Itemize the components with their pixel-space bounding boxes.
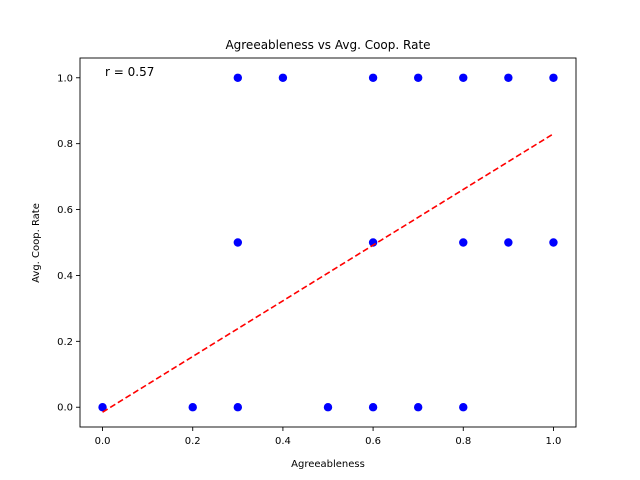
x-tick-label: 0.2 xyxy=(185,436,201,447)
scatter-point xyxy=(188,403,197,412)
axes-frame xyxy=(79,57,577,428)
trend-line xyxy=(102,133,554,413)
correlation-annotation: r = 0.57 xyxy=(105,65,154,79)
scatter-point xyxy=(459,73,468,82)
y-tick-label: 0.8 xyxy=(57,139,73,150)
x-tick-label: 1.0 xyxy=(546,436,562,447)
y-tick-label: 0.4 xyxy=(57,271,73,282)
scatter-point xyxy=(459,238,468,247)
scatter-point xyxy=(98,403,107,412)
x-tick-label: 0.4 xyxy=(275,436,291,447)
scatter-point xyxy=(233,238,243,247)
x-tick-label: 0.6 xyxy=(365,436,381,447)
scatter-point xyxy=(549,238,558,247)
x-tick-label: 0.8 xyxy=(455,436,471,447)
scatter-point xyxy=(233,73,243,82)
scatter-point xyxy=(278,73,288,82)
y-axis-title: Avg. Coop. Rate xyxy=(31,203,42,283)
x-axis-title: Agreeableness xyxy=(291,459,365,470)
scatter-point xyxy=(504,238,513,247)
scatter-point xyxy=(413,73,423,82)
plot-area xyxy=(98,73,558,413)
scatter-point xyxy=(504,73,513,82)
y-tick-label: 0.0 xyxy=(57,403,73,414)
scatter-point xyxy=(368,73,378,82)
y-tick-label: 0.6 xyxy=(57,205,73,216)
chart-title: Agreeableness vs Avg. Coop. Rate xyxy=(225,38,430,52)
scatter-point xyxy=(323,403,333,412)
y-tick-label: 1.0 xyxy=(57,73,73,84)
axes: 0.0 0.2 0.4 0.6 0.8 1.0 0.0 0.2 0.4 0.6 0.8 1.0 xyxy=(57,57,577,447)
scatter-point xyxy=(413,403,423,412)
scatter-point xyxy=(233,403,243,412)
y-tick-label: 0.2 xyxy=(57,337,73,348)
scatter-point xyxy=(368,403,378,412)
scatter-point xyxy=(549,73,558,82)
scatter-point xyxy=(459,403,468,412)
x-tick-label: 0.0 xyxy=(95,436,111,447)
